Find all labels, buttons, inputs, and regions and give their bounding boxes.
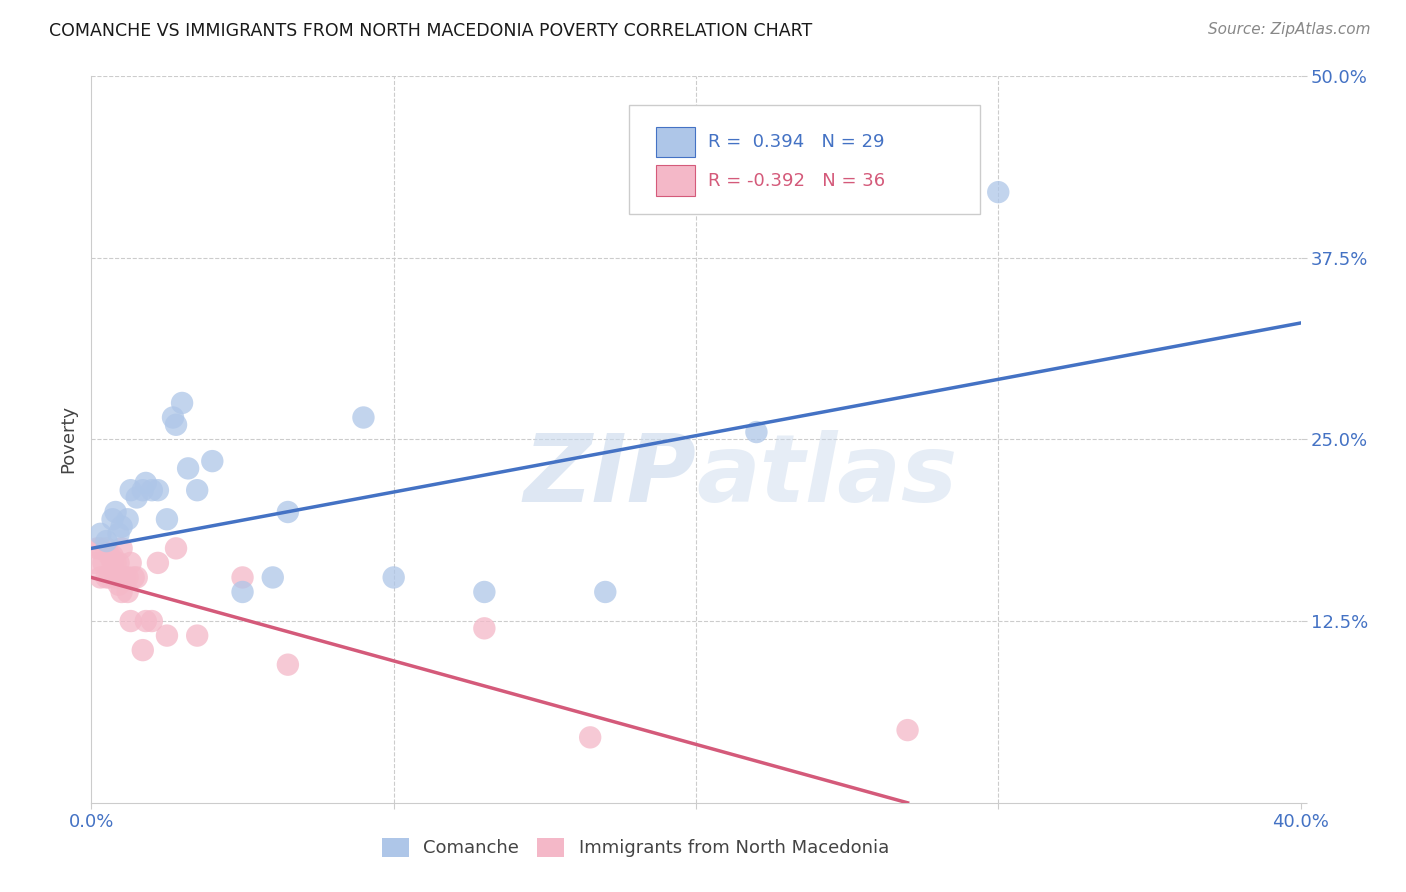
FancyBboxPatch shape — [630, 105, 980, 214]
Point — [165, 417, 187, 432]
Point — [93, 556, 115, 570]
Point — [104, 505, 127, 519]
Point — [177, 461, 200, 475]
Point — [117, 585, 139, 599]
Point — [141, 614, 163, 628]
Point — [135, 614, 157, 628]
Point — [107, 526, 129, 541]
Point — [120, 556, 142, 570]
Point — [89, 526, 111, 541]
Point — [125, 570, 148, 584]
Point — [897, 723, 920, 737]
Point — [201, 454, 224, 468]
Point — [579, 731, 602, 745]
Point — [125, 491, 148, 505]
Point — [132, 483, 155, 498]
Point — [146, 483, 169, 498]
Text: R =  0.394   N = 29: R = 0.394 N = 29 — [709, 133, 884, 151]
Point — [83, 556, 105, 570]
Y-axis label: Poverty: Poverty — [59, 405, 77, 474]
Point — [745, 425, 768, 439]
Point — [111, 585, 132, 599]
Text: Source: ZipAtlas.com: Source: ZipAtlas.com — [1208, 22, 1371, 37]
Point — [117, 512, 139, 526]
Legend: Comanche, Immigrants from North Macedonia: Comanche, Immigrants from North Macedoni… — [373, 829, 898, 866]
Point — [89, 570, 111, 584]
Point — [146, 556, 169, 570]
Point — [165, 541, 187, 556]
Point — [262, 570, 284, 584]
Point — [472, 585, 495, 599]
Point — [987, 185, 1010, 199]
Point — [382, 570, 405, 584]
Text: ZIP: ZIP — [523, 430, 696, 522]
Point — [96, 570, 118, 584]
Point — [101, 512, 124, 526]
Point — [107, 556, 129, 570]
Point — [141, 483, 163, 498]
Point — [96, 534, 118, 549]
FancyBboxPatch shape — [657, 127, 695, 157]
Point — [120, 483, 142, 498]
Point — [186, 629, 208, 643]
Text: atlas: atlas — [696, 430, 957, 522]
Point — [122, 570, 145, 584]
Point — [107, 578, 129, 592]
Point — [156, 629, 179, 643]
FancyBboxPatch shape — [657, 165, 695, 195]
Point — [104, 570, 127, 584]
Point — [186, 483, 208, 498]
Point — [277, 505, 299, 519]
Point — [472, 621, 495, 635]
Point — [120, 614, 142, 628]
Point — [114, 570, 136, 584]
Point — [135, 475, 157, 490]
Point — [156, 512, 179, 526]
Point — [111, 541, 132, 556]
Point — [96, 541, 118, 556]
Point — [132, 643, 155, 657]
Text: COMANCHE VS IMMIGRANTS FROM NORTH MACEDONIA POVERTY CORRELATION CHART: COMANCHE VS IMMIGRANTS FROM NORTH MACEDO… — [49, 22, 813, 40]
Point — [98, 549, 121, 563]
Point — [101, 549, 124, 563]
Text: R = -0.392   N = 36: R = -0.392 N = 36 — [709, 171, 886, 189]
Point — [86, 541, 108, 556]
Point — [101, 556, 124, 570]
Point — [117, 570, 139, 584]
Point — [98, 570, 121, 584]
Point — [172, 396, 194, 410]
Point — [277, 657, 299, 672]
Point — [352, 410, 374, 425]
Point — [104, 556, 127, 570]
Point — [231, 570, 253, 584]
Point — [595, 585, 617, 599]
Point — [231, 585, 253, 599]
Point — [89, 541, 111, 556]
Point — [162, 410, 184, 425]
Point — [111, 519, 132, 533]
